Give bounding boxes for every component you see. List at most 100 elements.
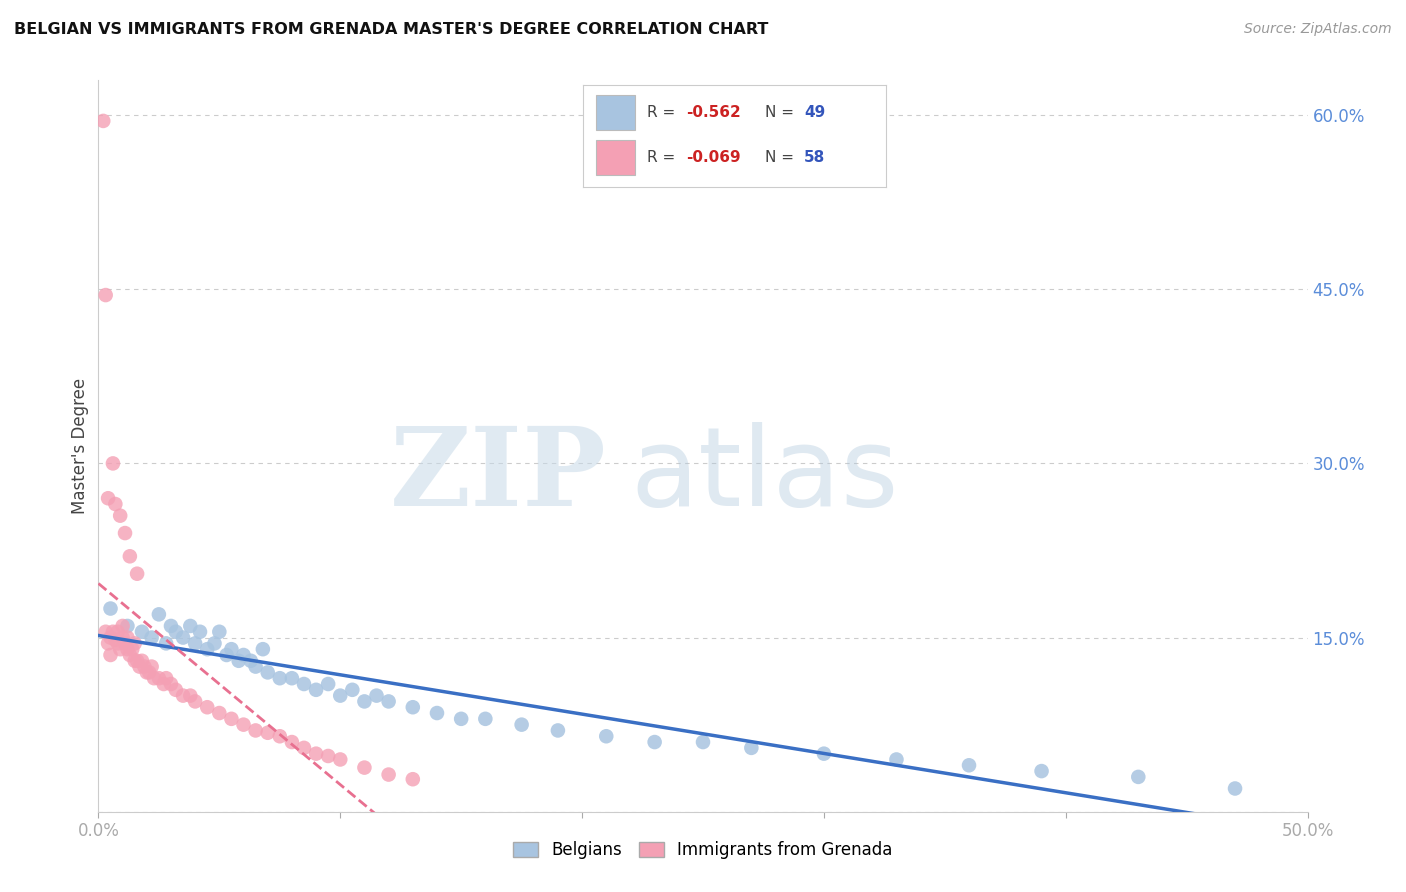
Point <box>124 654 146 668</box>
Point <box>813 747 835 761</box>
Point <box>117 631 139 645</box>
Point <box>114 636 136 650</box>
Point <box>208 624 231 639</box>
Point <box>221 642 243 657</box>
Point <box>97 491 120 506</box>
Point <box>94 288 117 302</box>
Point <box>221 712 243 726</box>
Point <box>305 682 328 697</box>
Point <box>94 624 117 639</box>
Point <box>1128 770 1150 784</box>
Point <box>179 689 201 703</box>
Point <box>148 607 170 622</box>
Point <box>179 619 201 633</box>
Point <box>1223 781 1246 796</box>
Point <box>101 624 124 639</box>
Point <box>128 659 150 673</box>
Text: R =: R = <box>647 105 681 120</box>
Point <box>269 671 291 685</box>
Point <box>292 677 315 691</box>
Point <box>353 694 375 708</box>
Point <box>245 659 267 673</box>
Point <box>450 712 472 726</box>
Legend: Belgians, Immigrants from Grenada: Belgians, Immigrants from Grenada <box>506 834 900 865</box>
Point <box>108 508 131 523</box>
Point <box>118 549 141 564</box>
FancyBboxPatch shape <box>596 140 636 175</box>
Point <box>124 636 146 650</box>
Point <box>184 636 207 650</box>
Point <box>148 671 170 685</box>
Text: BELGIAN VS IMMIGRANTS FROM GRENADA MASTER'S DEGREE CORRELATION CHART: BELGIAN VS IMMIGRANTS FROM GRENADA MASTE… <box>14 22 769 37</box>
Point <box>117 642 139 657</box>
Point <box>510 717 533 731</box>
Point <box>131 654 153 668</box>
Point <box>281 735 304 749</box>
Point <box>281 671 304 685</box>
Point <box>134 659 156 673</box>
Point <box>353 761 375 775</box>
Point <box>239 654 262 668</box>
Point <box>316 677 339 691</box>
Point <box>155 636 177 650</box>
Point <box>184 694 207 708</box>
Point <box>135 665 157 680</box>
Point <box>141 631 163 645</box>
Point <box>215 648 238 662</box>
Point <box>152 677 174 691</box>
Point <box>547 723 569 738</box>
Text: -0.562: -0.562 <box>686 105 741 120</box>
Point <box>245 723 267 738</box>
Text: 49: 49 <box>804 105 825 120</box>
Point <box>141 659 163 673</box>
Y-axis label: Master's Degree: Master's Degree <box>70 378 89 514</box>
Point <box>111 631 134 645</box>
Point <box>114 526 136 541</box>
FancyBboxPatch shape <box>596 95 636 130</box>
Point <box>195 642 218 657</box>
Text: N =: N = <box>765 150 799 165</box>
Text: -0.069: -0.069 <box>686 150 741 165</box>
Point <box>305 747 328 761</box>
Point <box>97 636 120 650</box>
Point <box>100 601 122 615</box>
Point <box>100 648 122 662</box>
Point <box>256 725 278 739</box>
Point <box>117 619 139 633</box>
Point <box>172 631 194 645</box>
Point <box>692 735 714 749</box>
Point <box>121 642 143 657</box>
Point <box>292 740 315 755</box>
Point <box>131 624 153 639</box>
Point <box>104 632 127 647</box>
Text: atlas: atlas <box>630 422 898 529</box>
Point <box>377 767 399 781</box>
Point <box>165 682 187 697</box>
Text: R =: R = <box>647 150 681 165</box>
Point <box>740 740 762 755</box>
Point <box>111 619 134 633</box>
Point <box>118 648 141 662</box>
Point <box>402 772 425 787</box>
Point <box>329 689 352 703</box>
Text: ZIP: ZIP <box>389 422 606 529</box>
Point <box>155 671 177 685</box>
Point <box>366 689 388 703</box>
Point <box>107 636 129 650</box>
Point <box>208 706 231 720</box>
Point <box>474 712 496 726</box>
Point <box>127 566 149 581</box>
Point <box>138 665 160 680</box>
Point <box>91 114 114 128</box>
Point <box>886 752 908 766</box>
Point <box>256 665 278 680</box>
Point <box>232 717 254 731</box>
Point <box>329 752 352 766</box>
Point <box>644 735 666 749</box>
Point <box>188 624 211 639</box>
Point <box>957 758 980 772</box>
Point <box>127 654 149 668</box>
Point <box>269 729 291 743</box>
Text: 58: 58 <box>804 150 825 165</box>
Point <box>160 619 183 633</box>
